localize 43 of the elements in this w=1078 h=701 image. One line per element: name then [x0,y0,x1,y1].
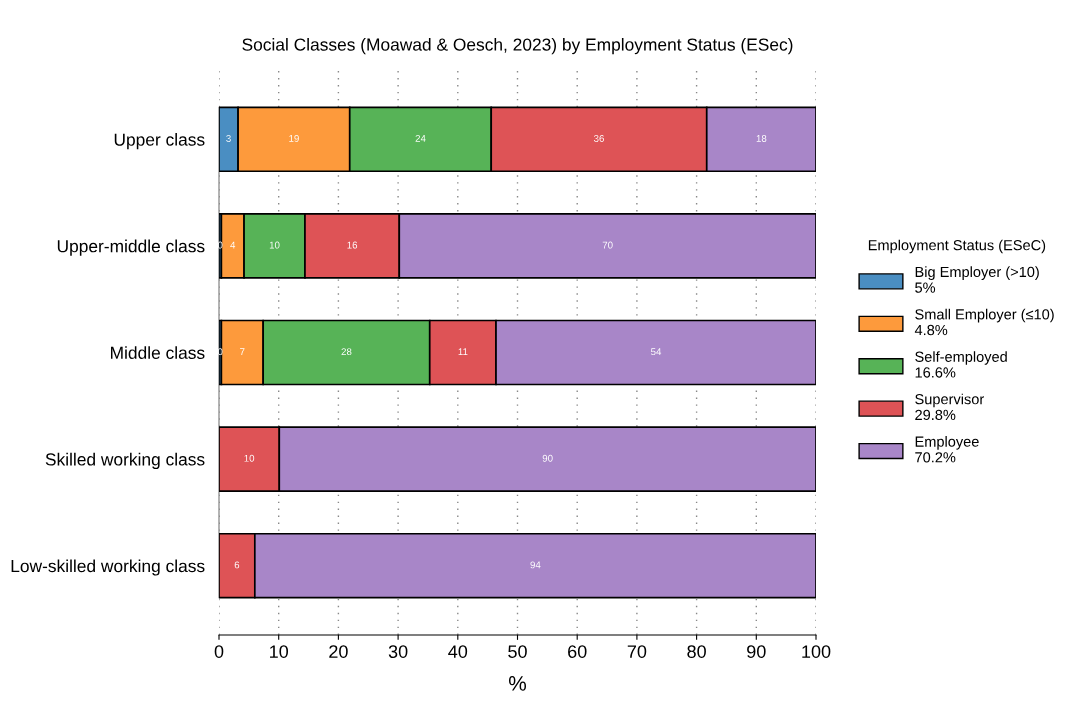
data-label: 0 [217,348,223,356]
x-tick-label: 60 [568,645,587,658]
legend-label: Employee 70.2% [915,436,979,463]
data-label: 0 [217,241,223,249]
data-label: 3 [226,135,231,142]
x-tick-label: 70 [627,645,647,658]
data-label: 18 [756,135,767,142]
data-label: 94 [530,561,541,569]
data-label: 11 [458,348,468,356]
data-label: 4 [230,241,236,249]
y-tick-label: Upper-middle class [57,239,205,256]
y-tick-label: Skilled working class [45,452,205,469]
y-tick-label: Low-skilled working class [11,559,205,576]
data-label: 28 [341,348,352,356]
data-label: 10 [244,454,255,462]
data-label: 70 [602,241,613,249]
data-label: 36 [593,135,604,142]
data-label: 54 [650,348,662,356]
x-tick-label: 20 [329,645,348,658]
x-tick-label: 100 [802,645,831,658]
legend-title: Employment Status (ESeC) [868,239,1046,254]
legend-label: Self-employed 16.6% [915,351,1007,378]
data-label: 6 [234,561,240,569]
x-tick-label: 0 [214,645,224,658]
y-tick-label: Middle class [111,346,205,359]
x-tick-label: 40 [448,645,468,658]
x-axis-title: % [508,676,527,691]
data-label: 19 [289,135,299,142]
chart-title: Social Classes (Moawad & Oesch, 2023) by Employment Status (ESec) [242,37,793,55]
data-label: 90 [542,454,553,462]
x-tick-label: 80 [687,645,706,658]
x-tick-label: 90 [747,645,766,658]
legend-label: Small Employer (≤10) 4.8% [914,308,1054,336]
x-tick-label: 30 [388,645,408,658]
legend-label: Big Employer (>10) 5% [915,266,1039,293]
x-tick-label: 10 [270,645,289,658]
data-label: 24 [415,135,426,142]
legend-label: Supervisor 29.8% [915,393,984,421]
data-label: 16 [347,241,358,249]
data-label: 7 [240,348,245,356]
data-label: 10 [269,241,280,249]
y-tick-label: Upper class [114,133,205,150]
x-tick-label: 50 [508,645,527,658]
